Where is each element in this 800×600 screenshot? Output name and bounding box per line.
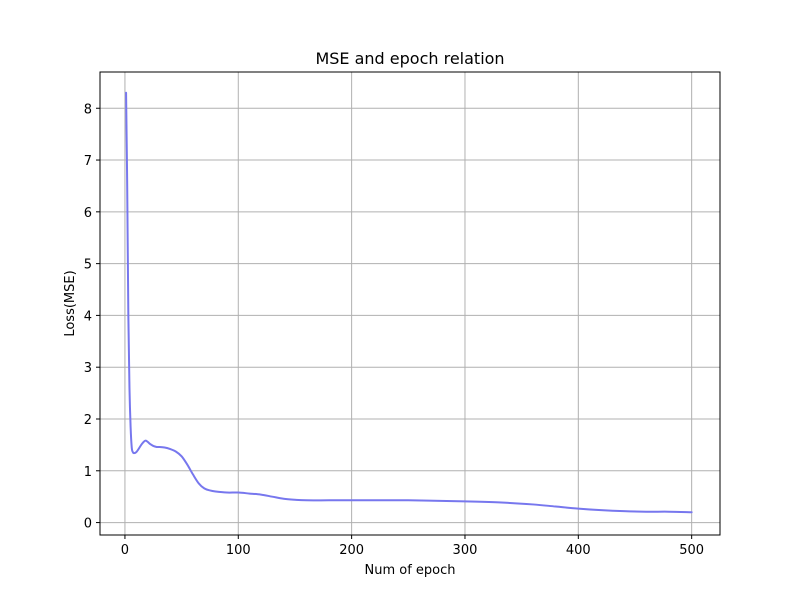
y-tick-label: 7 <box>84 154 92 169</box>
x-tick-label: 200 <box>339 543 364 558</box>
y-tick-label: 6 <box>84 206 92 221</box>
y-tick-label: 8 <box>84 102 92 117</box>
y-axis-ticks: 0 1 2 3 4 5 6 7 8 <box>84 102 100 532</box>
y-axis-title: Loss(MSE) <box>63 270 78 336</box>
x-tick-label: 300 <box>453 543 478 558</box>
x-tick-label: 500 <box>679 543 704 558</box>
x-tick-label: 0 <box>121 543 129 558</box>
y-tick-label: 3 <box>84 361 92 376</box>
y-tick-label: 4 <box>84 309 92 324</box>
x-axis-title: Num of epoch <box>364 563 455 578</box>
y-tick-label: 2 <box>84 413 92 428</box>
x-tick-label: 100 <box>226 543 251 558</box>
chart-title: MSE and epoch relation <box>315 49 504 68</box>
y-tick-label: 1 <box>84 465 92 480</box>
series-line <box>125 91 693 514</box>
plot-frame <box>99 71 721 536</box>
y-tick-label: 5 <box>84 258 92 273</box>
y-tick-label: 0 <box>84 517 92 532</box>
series-layer <box>125 91 693 514</box>
x-tick-label: 400 <box>566 543 591 558</box>
grid <box>100 72 720 535</box>
x-axis-ticks: 0 100 200 300 400 500 <box>121 535 704 558</box>
